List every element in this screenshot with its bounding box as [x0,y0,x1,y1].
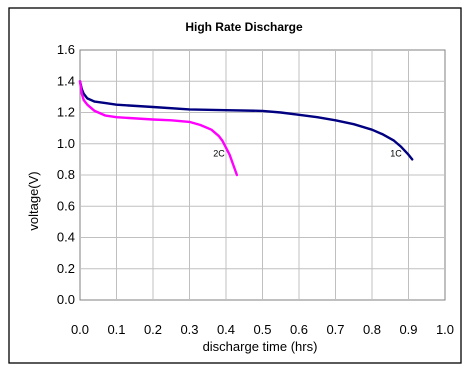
x-tick-label: 0.7 [326,322,344,337]
y-tick-label: 0.6 [57,198,75,213]
tick-layer: 0.0 0.2 0.4 0.6 0.8 1.0 1.2 1.4 1.6 0.0 0.1 0.2 0.3 0… [57,42,454,337]
y-tick-label: 1.4 [57,73,75,88]
x-tick-label: 0.1 [107,322,125,337]
y-tick-label: 0.2 [57,261,75,276]
x-tick-label: 0.0 [71,322,89,337]
series-layer [78,80,414,177]
annotation-layer: 2C 1C [213,148,402,158]
x-tick-label: 0.4 [217,322,235,337]
y-tick-label: 0.4 [57,230,75,245]
x-tick-label: 0.3 [180,322,198,337]
x-tick-label: 0.2 [144,322,162,337]
chart-title: High Rate Discharge [185,20,303,34]
y-tick-label: 1.6 [57,42,75,57]
y-tick-label: 0.0 [57,292,75,307]
x-tick-label: 0.6 [290,322,308,337]
grid-layer [80,50,445,300]
x-axis-title: discharge time (hrs) [203,339,318,354]
y-tick-label: 1.2 [57,105,75,120]
series-line-2c [78,80,239,177]
y-tick-label: 1.0 [57,136,75,151]
y-tick-label: 0.8 [57,167,75,182]
x-tick-label: 0.8 [363,322,381,337]
series-label-1c: 1C [390,148,402,158]
x-tick-label: 0.9 [399,322,417,337]
x-tick-label: 1.0 [436,322,454,337]
y-axis-title: voltage(V) [26,171,41,230]
x-tick-label: 0.5 [253,322,271,337]
series-label-2c: 2C [213,148,225,158]
series-line-1c [78,80,414,161]
